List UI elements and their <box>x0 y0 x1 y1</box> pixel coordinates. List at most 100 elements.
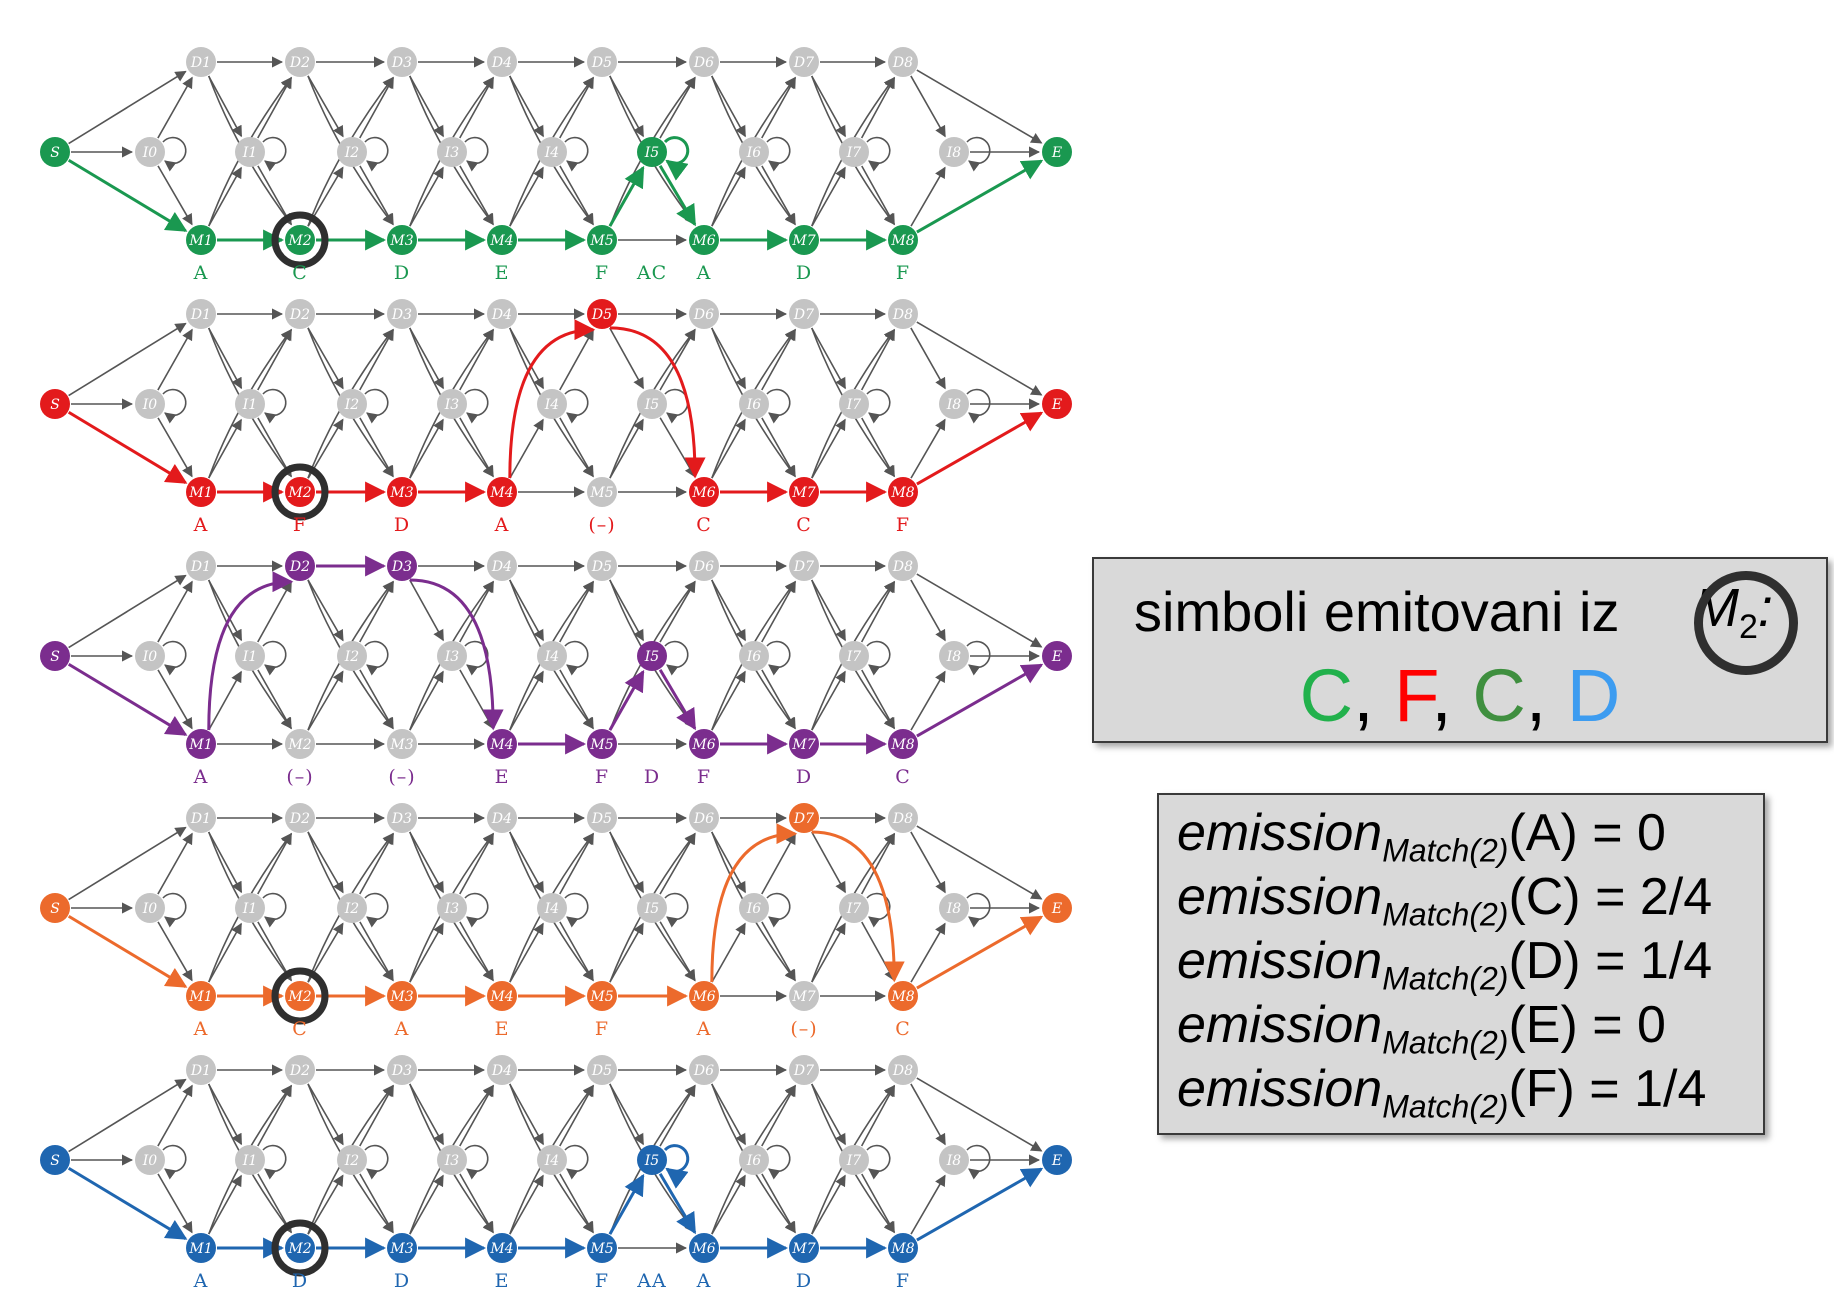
transition-edge <box>68 70 187 145</box>
transition-edge <box>257 832 292 895</box>
state-node <box>689 1233 719 1263</box>
transition-edge <box>257 76 292 139</box>
emitted-symbol-label: (–) <box>286 766 313 788</box>
state-node <box>235 893 265 923</box>
emitted-symbol-label: F <box>595 766 609 788</box>
state-node <box>537 893 567 923</box>
transition-edge <box>711 418 746 479</box>
state-node <box>1042 1145 1072 1175</box>
state-node <box>839 641 869 671</box>
state-label: D2 <box>289 811 310 827</box>
state-node <box>387 981 417 1011</box>
alignment-path-edge <box>710 823 798 983</box>
self-loop-edge <box>364 136 389 172</box>
state-label: S <box>50 901 60 917</box>
transition-edge <box>811 75 846 138</box>
self-loop-edge <box>866 1144 891 1180</box>
state-label: I5 <box>644 649 660 665</box>
state-node <box>285 1055 315 1085</box>
state-label: M7 <box>791 233 815 249</box>
transition-edge <box>910 922 946 983</box>
state-label: I4 <box>544 901 559 917</box>
emitted-symbol-label: A <box>193 514 209 536</box>
state-node <box>437 389 467 419</box>
alignment-path-edge <box>608 165 645 227</box>
self-loop-edge <box>766 1144 791 1180</box>
state-label: M7 <box>791 737 815 753</box>
state-label: D6 <box>693 811 714 827</box>
alignment-path-edge <box>916 663 1044 738</box>
state-label: I3 <box>444 1153 460 1169</box>
alignment-path-edge <box>609 326 706 479</box>
state-label: I2 <box>344 901 360 917</box>
state-node <box>40 137 70 167</box>
self-loop-edge <box>564 892 589 928</box>
state-label: S <box>50 145 60 161</box>
transition-edge <box>359 1084 394 1147</box>
transition-edge <box>916 825 1043 900</box>
state-label: M4 <box>489 1241 513 1257</box>
state-node <box>387 729 417 759</box>
state-label: D3 <box>391 1063 412 1079</box>
alignment-path-edge <box>916 159 1044 234</box>
self-loop-edge <box>262 388 287 424</box>
emitted-symbol-label: D <box>394 262 410 284</box>
state-label: I4 <box>544 649 559 665</box>
self-loop-edge <box>866 136 891 172</box>
emitted-symbols-box: simboli emitovani iz M2: C, F, C, D <box>1092 557 1828 743</box>
state-label: I6 <box>746 1153 762 1169</box>
emitted-symbol-label: C <box>292 1018 308 1040</box>
transition-edge <box>761 417 796 478</box>
transition-edge <box>559 832 594 895</box>
state-node <box>939 1145 969 1175</box>
state-node <box>387 47 417 77</box>
hmm-row: S E D1 M1 D2 M2 D3 M3 D4 M4 D5 M5 D6 M6 D7 M7 D8 M8 I0 I1 I2… <box>40 551 1072 788</box>
emitted-symbol-label: A <box>494 514 510 536</box>
transition-edge <box>811 579 846 642</box>
self-loop-edge <box>162 388 187 424</box>
state-label: D7 <box>793 1063 814 1079</box>
transition-edge <box>559 328 594 391</box>
state-node <box>40 1145 70 1175</box>
transition-edge <box>860 1084 896 1147</box>
transition-edge <box>559 669 594 730</box>
state-label: M2 <box>287 1241 311 1257</box>
self-loop-edge <box>262 892 287 928</box>
state-node <box>285 225 315 255</box>
alignment-path-edge <box>67 914 188 988</box>
self-loop-edge <box>162 892 187 928</box>
state-node <box>487 1233 517 1263</box>
transition-edge <box>157 328 193 391</box>
transition-edge <box>609 418 644 479</box>
state-label: M5 <box>589 485 613 501</box>
transition-edge <box>359 832 394 895</box>
alignment-path-edge <box>67 662 188 736</box>
transition-edge <box>910 1083 946 1146</box>
emission-function: emission <box>1177 932 1383 990</box>
state-node <box>285 47 315 77</box>
state-node <box>235 641 265 671</box>
transition-edge <box>208 670 242 731</box>
self-loop-edge <box>663 136 690 181</box>
emitted-symbol-label: E <box>495 766 510 788</box>
state-node <box>135 389 165 419</box>
state-node <box>689 47 719 77</box>
state-label: I4 <box>544 1153 559 1169</box>
emitted-symbol-label: AC <box>636 262 667 284</box>
hmm-row: S E D1 M1 D2 M2 D3 M3 D4 M4 D5 M5 D6 M6 D7 M7 D8 M8 I0 I1 I2… <box>40 47 1072 284</box>
state-node <box>437 137 467 167</box>
state-node <box>789 803 819 833</box>
transition-edge <box>761 832 796 895</box>
transition-edge <box>609 1083 644 1146</box>
state-node <box>789 1233 819 1263</box>
state-label: M5 <box>589 233 613 249</box>
state-node <box>186 299 216 329</box>
self-loop-edge <box>866 388 891 424</box>
self-loop-edge <box>966 892 991 928</box>
transition-edge <box>307 75 344 138</box>
self-loop-edge <box>564 136 589 172</box>
state-label: M3 <box>389 1241 413 1257</box>
state-label: M2 <box>287 737 311 753</box>
state-label: E <box>1051 145 1062 161</box>
emission-subscript: Match(2) <box>1382 960 1509 997</box>
